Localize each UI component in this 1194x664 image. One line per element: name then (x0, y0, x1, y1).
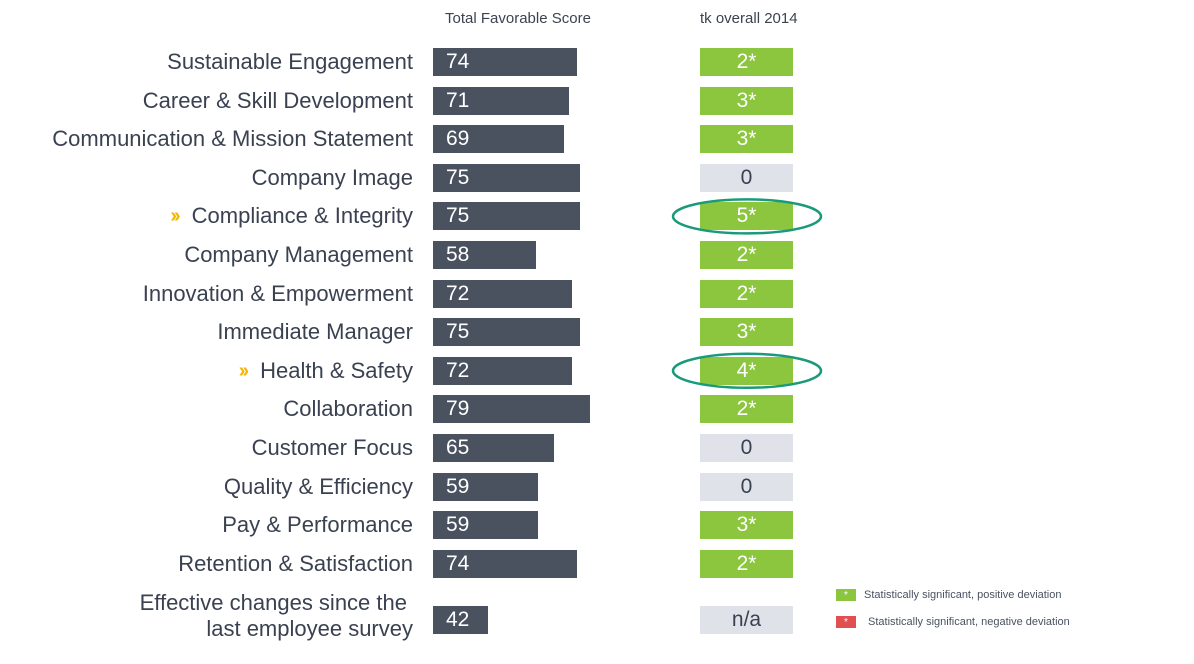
comparison-cell-innovation-and-empowerment: 2* (700, 279, 793, 308)
bar-value-effective-changes-since-the-last-employee-survey: 42 (446, 608, 470, 631)
comparison-cell-immediate-manager: 3* (700, 318, 793, 347)
row-label-line: Effective changes since the (139, 590, 407, 615)
bar-value-customer-focus: 65 (446, 436, 470, 459)
bar-career-and-skill-development (433, 86, 569, 115)
comparison-cell-quality-and-efficiency: 0 (700, 472, 793, 501)
row-label-text: Sustainable Engagement (167, 49, 413, 74)
bar-collaboration (433, 395, 590, 424)
row-label-text: Career & Skill Development (142, 87, 413, 113)
legend-positive-label: Statistically significant, positive devi… (864, 589, 1062, 601)
comparison-column-header: tk overall 2014 (700, 10, 798, 27)
row-label-text: Pay & Performance (222, 512, 413, 538)
row-label-company-image: Company Image (252, 164, 413, 192)
bar-communication-and-mission-statement (433, 125, 564, 154)
row-label-sustainable-engagement: Sustainable Engagement (167, 48, 413, 76)
legend-negative-label: Statistically significant, negative devi… (868, 616, 1070, 628)
bar-value-career-and-skill-development: 71 (446, 88, 470, 112)
comparison-cell-health-and-safety: 4* (700, 356, 793, 385)
bar-value-immediate-manager: 75 (446, 320, 470, 344)
bar-value-retention-and-satisfaction: 74 (446, 551, 470, 575)
row-label-pay-and-performance: Pay & Performance (222, 511, 413, 539)
row-label-collaboration: Collaboration (283, 395, 413, 423)
bar-value-communication-and-mission-statement: 69 (446, 127, 470, 151)
comparison-cell-company-image: 0 (700, 163, 793, 192)
row-label-health-and-safety: ›› Health & Safety (239, 357, 413, 385)
comparison-cell-company-management: 2* (700, 241, 793, 269)
bar-value-quality-and-efficiency: 59 (446, 474, 470, 498)
legend-negative: * Statistically significant, negative de… (836, 616, 1070, 628)
row-label-text: Communication & Mission Statement (52, 126, 413, 152)
comparison-cell-effective-changes-since-the-last-employee-survey: n/a (700, 606, 793, 634)
row-label-text: Retention & Satisfaction (178, 550, 413, 576)
bar-value-company-image: 75 (446, 165, 470, 189)
row-label-text: Customer Focus (251, 435, 413, 460)
row-label-text: Compliance & Integrity (191, 203, 413, 229)
bar-health-and-safety (433, 356, 572, 385)
row-label-text: Quality & Efficiency (223, 473, 413, 499)
highlight-chevron-icon: ›› (170, 205, 180, 228)
bar-retention-and-satisfaction (433, 549, 577, 578)
row-label-retention-and-satisfaction: Retention & Satisfaction (178, 550, 413, 578)
highlight-chevron-icon: ›› (238, 359, 249, 382)
comparison-cell-pay-and-performance: 3* (700, 511, 793, 540)
comparison-cell-collaboration: 2* (700, 395, 793, 424)
bar-company-image (433, 163, 580, 192)
bar-value-health-and-safety: 72 (446, 358, 470, 382)
comparison-cell-career-and-skill-development: 3* (700, 86, 793, 115)
bar-pay-and-performance (433, 511, 538, 540)
comparison-cell-retention-and-satisfaction: 2* (700, 549, 793, 578)
row-label-text: Company Management (184, 242, 413, 267)
bar-quality-and-efficiency (433, 472, 538, 501)
comparison-cell-compliance-and-integrity: 5* (700, 202, 793, 231)
bar-value-company-management: 58 (446, 243, 470, 266)
legend-positive-swatch: * (836, 589, 856, 601)
row-label-text: Health & Safety (260, 357, 413, 383)
bar-value-collaboration: 79 (446, 397, 470, 421)
row-label-text: Innovation & Empowerment (142, 280, 413, 306)
row-label-text: Collaboration (283, 396, 413, 422)
comparison-cell-sustainable-engagement: 2* (700, 48, 793, 76)
legend-negative-swatch: * (836, 616, 856, 628)
row-label-customer-focus: Customer Focus (252, 434, 413, 462)
bar-value-compliance-and-integrity: 75 (446, 204, 470, 228)
bar-value-innovation-and-empowerment: 72 (446, 281, 470, 305)
row-label-immediate-manager: Immediate Manager (217, 318, 413, 346)
row-label-text: Immediate Manager (217, 319, 413, 345)
bar-effective-changes-since-the-last-employee-survey (433, 606, 488, 634)
bar-value-sustainable-engagement: 74 (446, 50, 470, 73)
bar-customer-focus (433, 434, 554, 462)
bar-innovation-and-empowerment (433, 279, 572, 308)
row-label-text: Company Image (251, 164, 413, 190)
bar-value-pay-and-performance: 59 (446, 513, 470, 537)
row-label-innovation-and-empowerment: Innovation & Empowerment (143, 280, 413, 308)
bar-sustainable-engagement (433, 48, 577, 76)
score-column-header: Total Favorable Score (445, 10, 591, 27)
legend-positive: * Statistically significant, positive de… (836, 589, 1061, 601)
row-label-career-and-skill-development: Career & Skill Development (143, 87, 413, 115)
row-label-communication-and-mission-statement: Communication & Mission Statement (52, 125, 413, 153)
bar-compliance-and-integrity (433, 202, 580, 231)
comparison-cell-communication-and-mission-statement: 3* (700, 125, 793, 154)
row-label-company-management: Company Management (184, 241, 413, 269)
row-label-compliance-and-integrity: ›› Compliance & Integrity (170, 202, 413, 230)
bar-company-management (433, 241, 536, 269)
comparison-cell-customer-focus: 0 (700, 434, 793, 462)
bar-immediate-manager (433, 318, 580, 347)
row-label-quality-and-efficiency: Quality & Efficiency (224, 473, 413, 501)
row-label-line: last employee survey (206, 616, 413, 641)
row-label-effective-changes-since-the-last-employee-survey: Effective changes since the last employee… (0, 590, 413, 642)
